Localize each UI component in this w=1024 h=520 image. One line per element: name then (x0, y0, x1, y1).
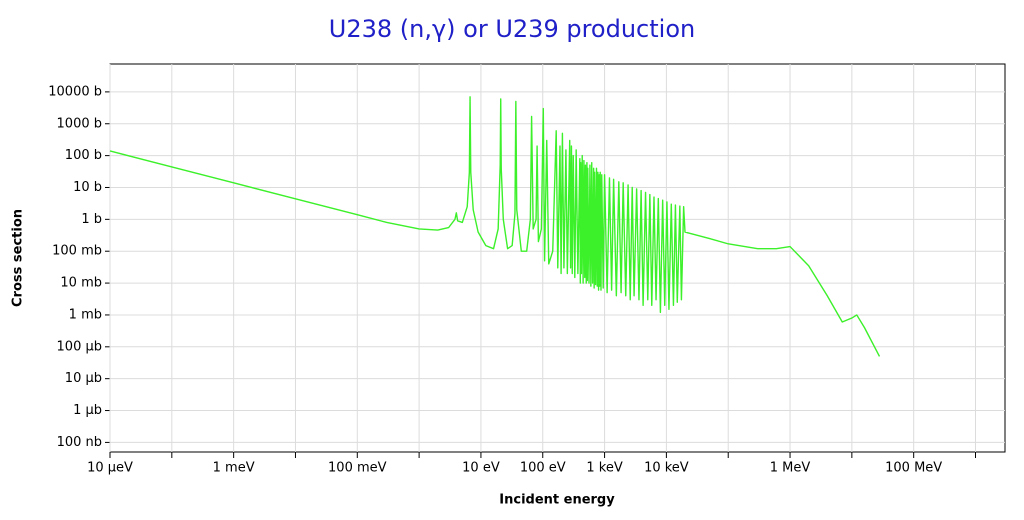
y-tick-label: 1 µb (73, 403, 102, 418)
y-tick-label: 1000 b (57, 116, 102, 131)
x-tick-label: 1 keV (586, 461, 622, 476)
y-tick-label: 1 b (81, 212, 102, 227)
y-tick-label: 100 µb (57, 339, 102, 354)
x-tick-label: 100 eV (520, 461, 566, 476)
data-line (109, 96, 881, 357)
y-tick-label: 10 b (73, 180, 102, 195)
x-axis-title: Incident energy (499, 493, 615, 508)
x-tick-label: 1 meV (213, 461, 255, 476)
y-axis-title: Cross section (11, 209, 26, 307)
x-tick-label: 10 eV (462, 461, 500, 476)
y-tick-label: 10 mb (60, 276, 102, 291)
y-tick-label: 100 nb (57, 435, 102, 450)
x-tick-label: 100 meV (328, 461, 387, 476)
y-tick-label: 10 µb (65, 371, 102, 386)
x-tick-label: 100 MeV (885, 461, 942, 476)
y-tick-label: 1 mb (69, 307, 102, 322)
y-tick-label: 10000 b (48, 84, 102, 99)
x-tick-label: 1 MeV (770, 461, 811, 476)
chart-title: U238 (n,γ) or U239 production (329, 15, 695, 43)
x-tick-label: 10 keV (644, 461, 689, 476)
x-tick-label: 10 µeV (87, 461, 133, 476)
y-tick-label: 100 mb (52, 244, 102, 259)
y-tick-label: 100 b (65, 148, 102, 163)
